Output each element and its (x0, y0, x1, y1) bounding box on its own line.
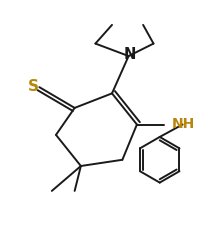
Text: N: N (124, 48, 136, 62)
Text: S: S (28, 79, 39, 94)
Text: NH: NH (172, 117, 195, 131)
